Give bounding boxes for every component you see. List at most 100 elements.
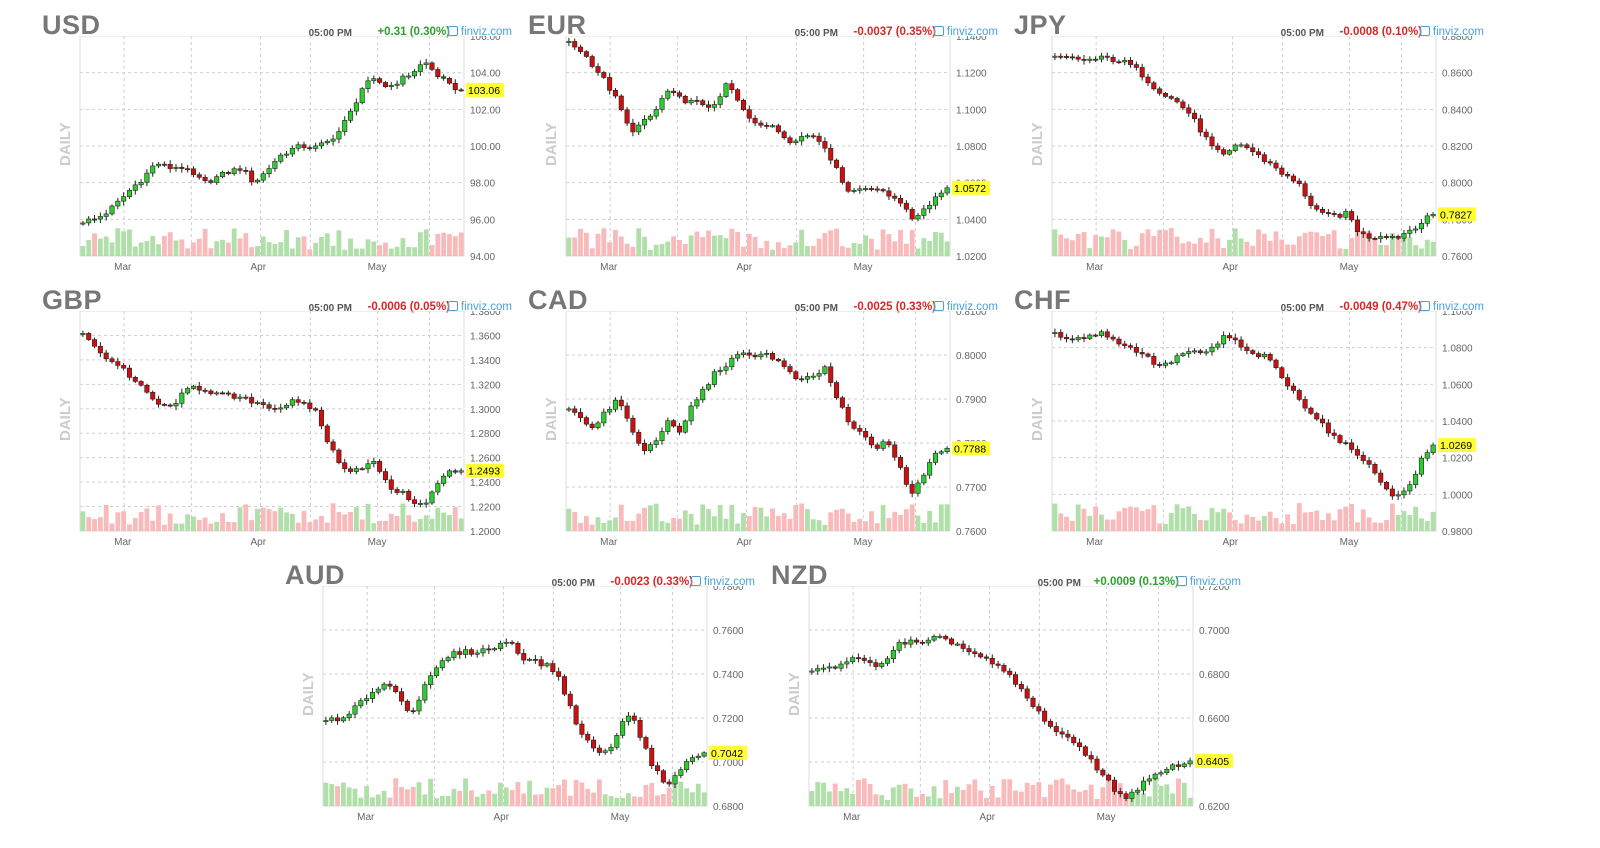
- candle-body: [671, 420, 677, 427]
- aud-last-price-tag: [709, 745, 747, 760]
- volume-bar: [423, 229, 429, 256]
- candle-body: [278, 154, 284, 162]
- candle-body: [850, 657, 856, 663]
- volume-bar: [185, 514, 191, 531]
- volume-bar: [643, 785, 649, 806]
- volume-bar: [319, 236, 324, 256]
- volume-bar: [1343, 506, 1349, 531]
- gbp-time: 05:00 PM: [308, 303, 352, 314]
- candle-body: [885, 658, 891, 664]
- volume-bar: [138, 511, 144, 531]
- candle-body: [868, 436, 874, 446]
- candle-body: [903, 202, 909, 210]
- volume-bar: [313, 519, 319, 531]
- volume-bar: [1221, 508, 1227, 531]
- volume-bar: [202, 517, 208, 531]
- candle-body: [400, 75, 406, 85]
- volume-bar: [578, 228, 583, 256]
- candle-body: [1024, 688, 1030, 699]
- volume-bar: [960, 789, 966, 806]
- candle-body: [509, 641, 515, 644]
- candle-body: [336, 131, 342, 140]
- volume-bar: [642, 236, 647, 256]
- candle-body: [799, 378, 805, 381]
- candle-body: [863, 431, 869, 438]
- candle-body: [1279, 167, 1285, 175]
- candle-body: [272, 407, 278, 410]
- candle-body: [295, 399, 301, 403]
- candle-body: [909, 208, 915, 220]
- plot-frame: [565, 36, 951, 257]
- y-tick-label: 0.7400: [713, 670, 744, 681]
- candle-body: [694, 399, 700, 407]
- usd-title: USD: [42, 10, 101, 40]
- jpy-title: JPY: [1014, 10, 1067, 40]
- candle-body: [834, 159, 840, 168]
- volume-bar: [109, 242, 115, 256]
- volume-bar: [393, 778, 399, 806]
- volume-bar: [377, 245, 383, 256]
- candle-body: [886, 441, 892, 446]
- y-tick-label: 0.7600: [713, 626, 744, 637]
- volume-bar: [1279, 239, 1285, 256]
- volume-bar: [931, 786, 937, 806]
- candle-body: [595, 422, 601, 428]
- volume-bar: [1048, 784, 1053, 806]
- candle-body: [167, 404, 173, 407]
- volume-bar: [1100, 787, 1106, 806]
- volume-bar: [793, 242, 799, 256]
- volume-bar: [607, 520, 613, 531]
- candle-body: [909, 484, 915, 494]
- volume-bar: [1407, 514, 1413, 531]
- candle-body: [1296, 180, 1302, 184]
- candle-body: [1093, 334, 1099, 337]
- candle-body: [416, 699, 422, 712]
- volume-bar: [618, 504, 624, 531]
- candle-body: [474, 652, 480, 655]
- candle-body: [1192, 350, 1198, 353]
- x-tick-label: Mar: [600, 537, 618, 548]
- volume-bar: [1030, 785, 1036, 806]
- candle-body: [764, 125, 770, 127]
- volume-bar: [329, 784, 335, 806]
- candle-body: [1058, 55, 1064, 58]
- nzd-change: +0.0009 (0.13%): [1093, 576, 1179, 588]
- volume-bar: [1227, 239, 1232, 256]
- volume-bar: [596, 779, 602, 806]
- candle-body: [365, 463, 371, 470]
- volume-bar: [706, 230, 711, 256]
- jpy-last-price: 0.7827: [1440, 209, 1472, 221]
- candle-body: [944, 447, 950, 453]
- candle-body: [793, 371, 799, 380]
- volume-bar: [672, 778, 678, 806]
- volume-bar: [86, 517, 92, 531]
- volume-bar: [677, 518, 682, 531]
- volume-bar: [845, 513, 851, 531]
- volume-bar: [856, 779, 861, 806]
- volume-bar: [272, 511, 278, 531]
- volume-bar: [626, 793, 631, 806]
- volume-bar: [1133, 245, 1139, 256]
- volume-bar: [826, 791, 832, 806]
- volume-bar: [838, 791, 844, 806]
- volume-bar: [1273, 518, 1279, 531]
- candle-body: [781, 360, 787, 367]
- volume-bar: [921, 238, 927, 256]
- candle-body: [938, 451, 944, 454]
- candle-body: [659, 431, 665, 442]
- candle-body: [700, 388, 706, 401]
- candle-body: [115, 200, 121, 207]
- volume-bar: [1058, 234, 1064, 256]
- candle-body: [1221, 149, 1227, 155]
- volume-bar: [97, 517, 103, 531]
- volume-bar: [544, 787, 550, 806]
- volume-bar: [451, 788, 457, 806]
- candle-body: [1175, 764, 1181, 767]
- volume-bar: [869, 238, 874, 256]
- volume-bar: [1215, 512, 1221, 531]
- volume-bar: [677, 239, 682, 256]
- candle-body: [1071, 736, 1077, 744]
- volume-bar: [787, 518, 793, 531]
- candle-body: [927, 462, 933, 476]
- candle-body: [1036, 706, 1042, 712]
